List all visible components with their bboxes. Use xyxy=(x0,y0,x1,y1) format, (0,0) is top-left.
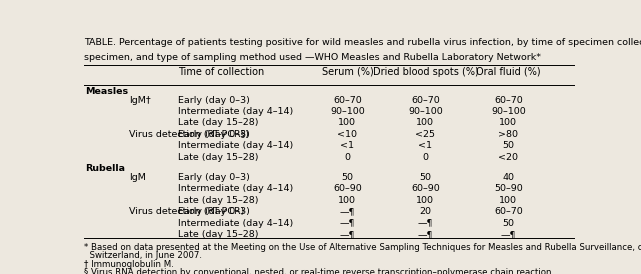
Text: Late (day 15–28): Late (day 15–28) xyxy=(178,153,259,162)
Text: Late (day 15–28): Late (day 15–28) xyxy=(178,230,259,239)
Text: Rubella: Rubella xyxy=(85,164,125,173)
Text: —¶: —¶ xyxy=(340,207,355,216)
Text: 50: 50 xyxy=(342,173,353,182)
Text: Intermediate (day 4–14): Intermediate (day 4–14) xyxy=(178,219,294,227)
Text: Early (day 0–3): Early (day 0–3) xyxy=(178,96,251,105)
Text: 100: 100 xyxy=(499,196,517,205)
Text: Oral fluid (%): Oral fluid (%) xyxy=(476,67,540,77)
Text: —¶: —¶ xyxy=(501,230,516,239)
Text: * Based on data presented at the Meeting on the Use of Alternative Sampling Tech: * Based on data presented at the Meeting… xyxy=(84,243,641,252)
Text: 0: 0 xyxy=(344,153,351,162)
Text: Serum (%): Serum (%) xyxy=(322,67,373,77)
Text: Switzerland, in June 2007.: Switzerland, in June 2007. xyxy=(84,251,202,260)
Text: 0: 0 xyxy=(422,153,428,162)
Text: <1: <1 xyxy=(340,141,354,150)
Text: 60–70: 60–70 xyxy=(494,96,522,105)
Text: Dried blood spots (%): Dried blood spots (%) xyxy=(372,67,478,77)
Text: 60–90: 60–90 xyxy=(333,184,362,193)
Text: <20: <20 xyxy=(498,153,519,162)
Text: —¶: —¶ xyxy=(340,230,355,239)
Text: Measles: Measles xyxy=(85,87,128,96)
Text: specimen, and type of sampling method used —WHO Measles and Rubella Laboratory N: specimen, and type of sampling method us… xyxy=(84,53,541,62)
Text: § Virus RNA detection by conventional, nested, or real-time reverse transcriptio: § Virus RNA detection by conventional, n… xyxy=(84,268,554,274)
Text: 100: 100 xyxy=(338,196,356,205)
Text: 90–100: 90–100 xyxy=(491,107,526,116)
Text: Late (day 15–28): Late (day 15–28) xyxy=(178,118,259,127)
Text: 100: 100 xyxy=(417,118,435,127)
Text: 50–90: 50–90 xyxy=(494,184,522,193)
Text: IgM: IgM xyxy=(129,173,146,182)
Text: Late (day 15–28): Late (day 15–28) xyxy=(178,196,259,205)
Text: 90–100: 90–100 xyxy=(330,107,365,116)
Text: 50: 50 xyxy=(503,219,514,227)
Text: Intermediate (day 4–14): Intermediate (day 4–14) xyxy=(178,184,294,193)
Text: 90–100: 90–100 xyxy=(408,107,443,116)
Text: 100: 100 xyxy=(417,196,435,205)
Text: Intermediate (day 4–14): Intermediate (day 4–14) xyxy=(178,141,294,150)
Text: —¶: —¶ xyxy=(418,219,433,227)
Text: <10: <10 xyxy=(337,130,358,139)
Text: <1: <1 xyxy=(419,141,433,150)
Text: 60–70: 60–70 xyxy=(333,96,362,105)
Text: 50: 50 xyxy=(503,141,514,150)
Text: 20: 20 xyxy=(419,207,431,216)
Text: 60–70: 60–70 xyxy=(411,96,440,105)
Text: † Immunoglobulin M.: † Immunoglobulin M. xyxy=(84,260,174,269)
Text: >80: >80 xyxy=(498,130,519,139)
Text: —¶: —¶ xyxy=(418,230,433,239)
Text: 40: 40 xyxy=(503,173,514,182)
Text: Early (day 0–3): Early (day 0–3) xyxy=(178,173,251,182)
Text: Early (day 0–3): Early (day 0–3) xyxy=(178,207,251,216)
Text: Time of collection: Time of collection xyxy=(178,67,265,77)
Text: 100: 100 xyxy=(499,118,517,127)
Text: Intermediate (day 4–14): Intermediate (day 4–14) xyxy=(178,107,294,116)
Text: —¶: —¶ xyxy=(340,219,355,227)
Text: 100: 100 xyxy=(338,118,356,127)
Text: Early (day 0–3): Early (day 0–3) xyxy=(178,130,251,139)
Text: Virus detection (RT-PCR§): Virus detection (RT-PCR§) xyxy=(129,130,249,139)
Text: <25: <25 xyxy=(415,130,435,139)
Text: Virus detection (RT-PCR): Virus detection (RT-PCR) xyxy=(129,207,244,216)
Text: IgM†: IgM† xyxy=(129,96,151,105)
Text: TABLE. Percentage of patients testing positive for wild measles and rubella viru: TABLE. Percentage of patients testing po… xyxy=(84,38,641,47)
Text: 50: 50 xyxy=(419,173,431,182)
Text: 60–70: 60–70 xyxy=(494,207,522,216)
Text: 60–90: 60–90 xyxy=(411,184,440,193)
